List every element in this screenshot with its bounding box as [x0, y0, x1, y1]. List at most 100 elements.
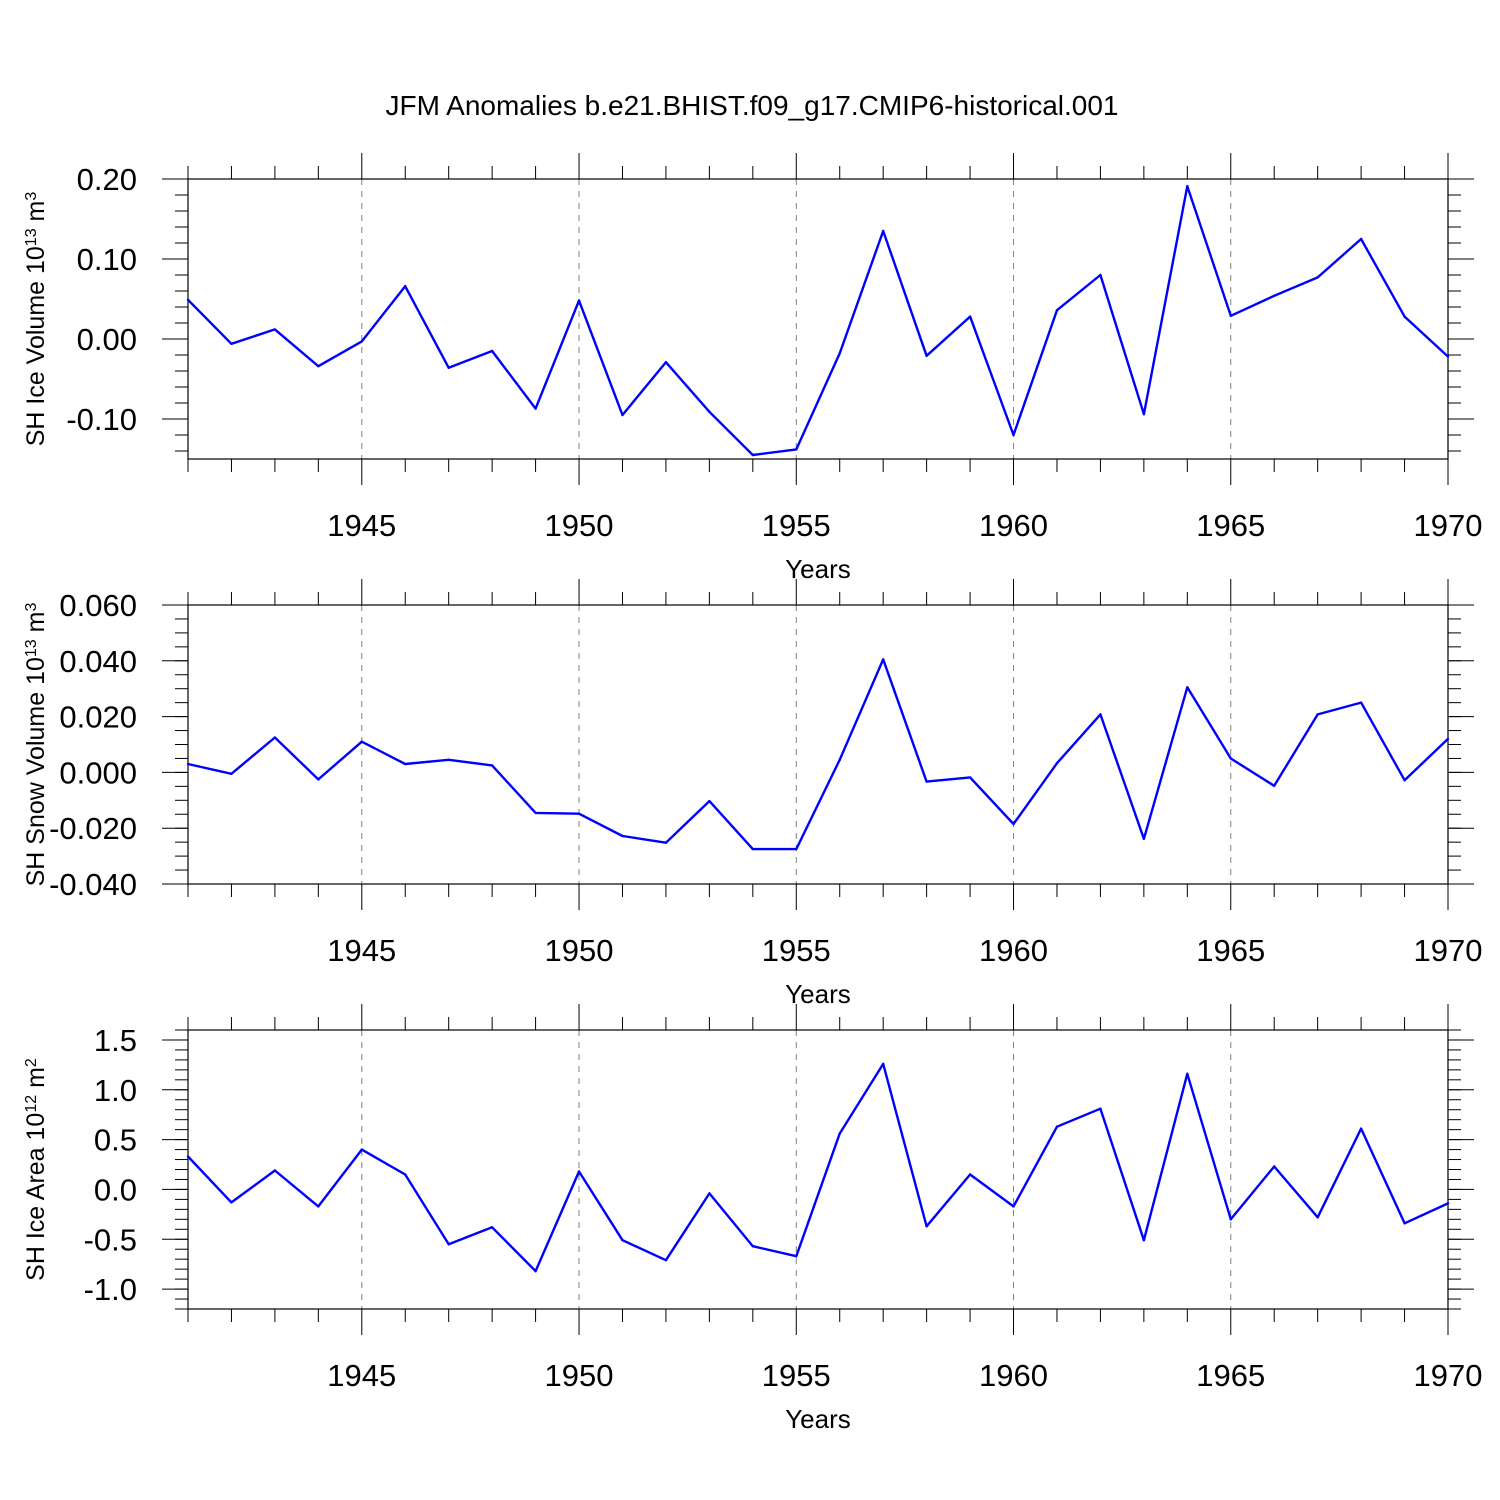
y-axis-label-part: SH Snow Volume 10 [22, 657, 50, 886]
y-axis-label-superscript: 12 [23, 1095, 40, 1113]
data-point [577, 299, 581, 302]
x-tick-label: 1960 [979, 508, 1048, 543]
data-point [317, 1205, 320, 1208]
data-point [1359, 701, 1363, 704]
data-point [881, 658, 885, 661]
data-point [534, 407, 537, 410]
data-point [708, 410, 711, 413]
x-tick-label: 1955 [762, 1358, 831, 1393]
data-point [1316, 1216, 1319, 1219]
x-tick-label: 1970 [1414, 933, 1483, 968]
data-point [534, 1269, 537, 1273]
data-point [186, 298, 190, 301]
data-point [751, 453, 755, 457]
data-point [1099, 1107, 1102, 1110]
data-point [881, 229, 885, 233]
data-point [838, 1132, 841, 1135]
chart-panel-3: -1.0 -0.5 0.0 0.5 1.0 1.5 1945 1950 1955 1960 1965… [22, 1004, 1482, 1434]
data-point [838, 352, 841, 355]
data-point [360, 1148, 363, 1151]
data-point [968, 1173, 972, 1176]
y-axis-label-part: m [22, 201, 50, 229]
data-point [1186, 1072, 1189, 1076]
data-point [360, 740, 363, 743]
x-tick-label: 1965 [1196, 508, 1265, 543]
chart-panel-2: -0.040 -0.020 0.000 0.020 0.040 0.060 1945 1950… [22, 579, 1482, 1009]
y-tick-label: 0.000 [59, 755, 137, 790]
data-point [881, 1062, 885, 1066]
data-point [404, 285, 407, 288]
data-point [968, 776, 972, 779]
y-axis-label-superscript: 13 [23, 228, 40, 246]
data-point [447, 758, 450, 762]
data-point [1186, 185, 1189, 188]
data-point [1012, 1205, 1015, 1208]
data-point [1099, 713, 1102, 716]
data-point [1142, 1239, 1146, 1242]
data-point [1229, 757, 1232, 760]
x-axis-label: Years [785, 554, 851, 584]
data-point [317, 778, 320, 781]
data-point [795, 448, 798, 451]
data-point [273, 1169, 277, 1172]
data-point [708, 1192, 711, 1195]
y-axis-label-part: m [22, 1067, 50, 1095]
data-point [1099, 273, 1102, 277]
data-point [621, 413, 624, 417]
y-tick-label: 0.00 [77, 322, 137, 357]
data-point [795, 847, 798, 851]
data-point [1273, 1165, 1276, 1168]
y-tick-label: -1.0 [84, 1272, 137, 1307]
y-axis-label-part: m [22, 612, 50, 640]
data-point [577, 812, 581, 815]
data-point [968, 315, 972, 318]
y-tick-label: -0.10 [66, 402, 137, 437]
data-point [664, 841, 668, 844]
data-series-line [187, 1062, 1449, 1273]
data-point [1186, 686, 1189, 689]
data-point [1316, 276, 1319, 279]
data-point [751, 847, 755, 851]
data-point [1229, 314, 1232, 317]
data-point [230, 342, 233, 345]
data-point [404, 762, 407, 766]
y-tick-label: 0.0 [94, 1172, 137, 1207]
data-point [1055, 761, 1059, 765]
plot-frame [187, 1029, 1449, 1310]
y-tick-label: 1.5 [94, 1023, 137, 1058]
data-point [664, 1258, 668, 1262]
y-axis-label-superscript: 3 [23, 192, 40, 201]
data-point [751, 1245, 755, 1248]
x-tick-label: 1950 [545, 1358, 614, 1393]
data-point [1142, 837, 1146, 841]
data-point [1273, 294, 1276, 297]
x-tick-label: 1960 [979, 933, 1048, 968]
plot-frame [187, 604, 1449, 885]
x-tick-label: 1965 [1196, 933, 1265, 968]
data-point [360, 340, 363, 343]
y-axis-label-part: SH Ice Area 10 [22, 1113, 50, 1281]
y-tick-label: 0.020 [59, 700, 137, 735]
data-point [1359, 1127, 1363, 1130]
data-point [1055, 309, 1059, 312]
x-tick-label: 1970 [1414, 1358, 1483, 1393]
data-point [1403, 779, 1406, 782]
data-series-line [187, 184, 1449, 457]
data-point [230, 1201, 233, 1204]
y-tick-label: 0.060 [59, 588, 137, 623]
data-point [273, 736, 277, 739]
chart-panel-1: -0.10 0.00 0.10 0.20 1945 1950 1955 1960 1965 197… [22, 153, 1482, 584]
data-point [490, 1226, 494, 1229]
data-point [621, 1239, 624, 1242]
data-point [1403, 315, 1406, 318]
data-point [273, 328, 277, 331]
data-point [1403, 1222, 1406, 1225]
data-point [1273, 784, 1276, 787]
x-tick-label: 1965 [1196, 1358, 1265, 1393]
y-tick-label: 0.040 [59, 644, 137, 679]
x-axis-label: Years [785, 1404, 851, 1434]
panels: -0.10 0.00 0.10 0.20 1945 1950 1955 1960 1965 197… [22, 153, 1482, 1434]
y-tick-label: -0.5 [84, 1222, 137, 1257]
data-point [577, 1170, 581, 1173]
data-point [317, 365, 320, 368]
